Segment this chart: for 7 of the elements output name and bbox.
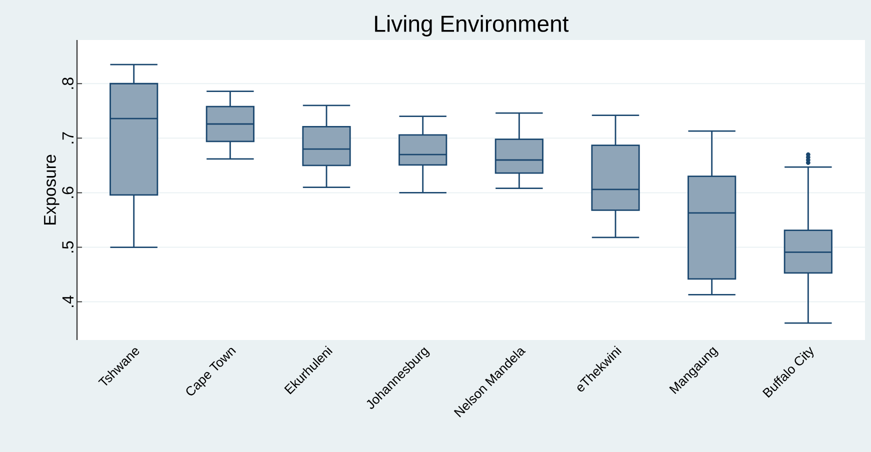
y-tick-label: .4 <box>62 296 74 308</box>
y-tick-label: .8 <box>62 78 74 89</box>
y-tick-label: .7 <box>62 132 74 144</box>
chart-title: Living Environment <box>375 15 569 36</box>
y-tick-label: .6 <box>62 186 74 198</box>
y-axis-title: Exposure <box>44 154 60 225</box>
y-tick-label: .5 <box>62 241 74 252</box>
